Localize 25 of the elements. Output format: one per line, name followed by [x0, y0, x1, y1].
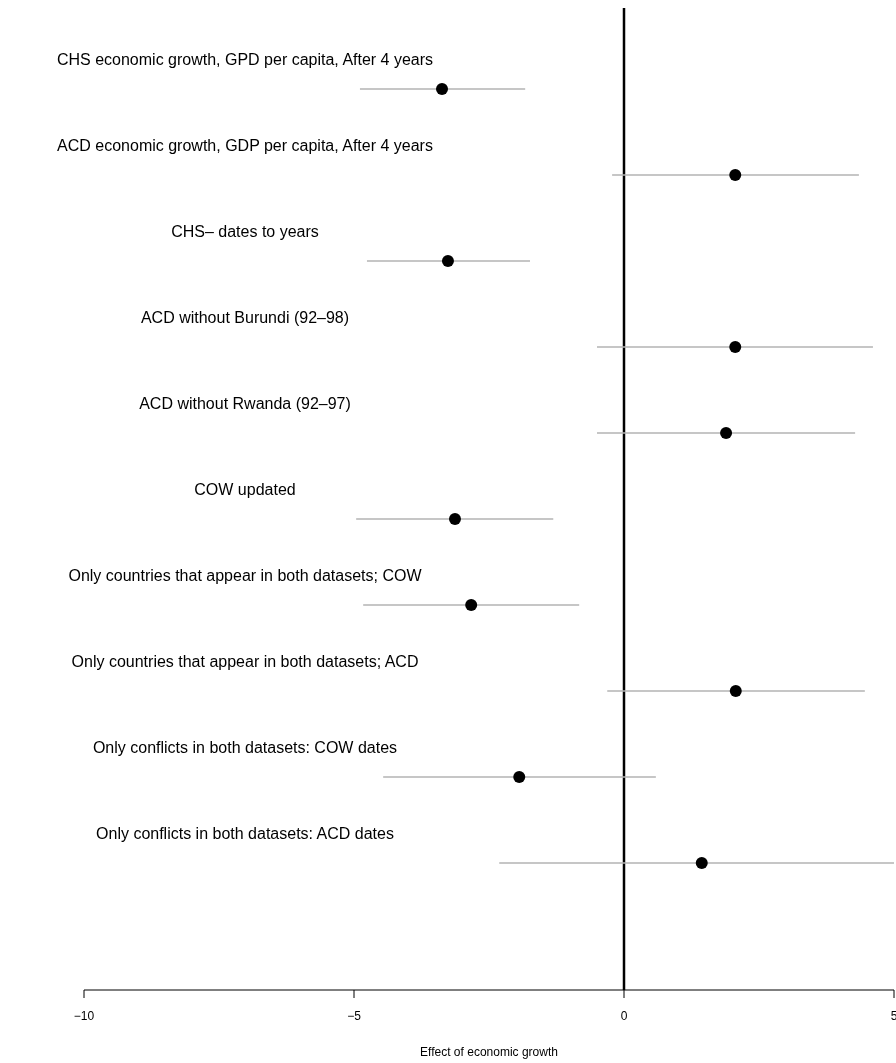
y-tick-label: Only countries that appear in both datasets; ACD: [71, 653, 419, 670]
point: [720, 427, 733, 439]
point: [729, 341, 742, 353]
point: [448, 513, 461, 525]
x-tick-label: −10: [73, 1009, 95, 1023]
x-tick-label: 5: [890, 1009, 896, 1023]
y-tick-label: Only conflicts in both datasets: COW dates: [92, 739, 398, 756]
point: [436, 83, 449, 95]
y-tick-label: COW updated: [194, 481, 296, 498]
y-tick-label: ACD without Rwanda (92–97): [139, 395, 351, 412]
x-tick-label: 0: [620, 1009, 628, 1023]
point: [695, 857, 708, 869]
x-axis-title: Effect of economic growth: [420, 1045, 558, 1059]
y-tick-label: Only conflicts in both datasets: ACD dates: [96, 825, 394, 842]
point: [441, 255, 454, 267]
y-tick-label: ACD economic growth, GDP per capita, After 4 years: [57, 137, 433, 154]
x-tick-label: −5: [347, 1009, 362, 1023]
point: [729, 169, 742, 181]
point: [513, 771, 526, 783]
y-tick-label: CHS economic growth, GPD per capita, After 4 years: [56, 51, 434, 68]
y-tick-label: ACD without Burundi (92–98): [140, 309, 350, 326]
y-tick-label: CHS– dates to years: [171, 223, 319, 240]
point: [465, 599, 478, 611]
point: [729, 685, 742, 697]
y-tick-label: Only countries that appear in both datasets; COW: [68, 567, 423, 584]
